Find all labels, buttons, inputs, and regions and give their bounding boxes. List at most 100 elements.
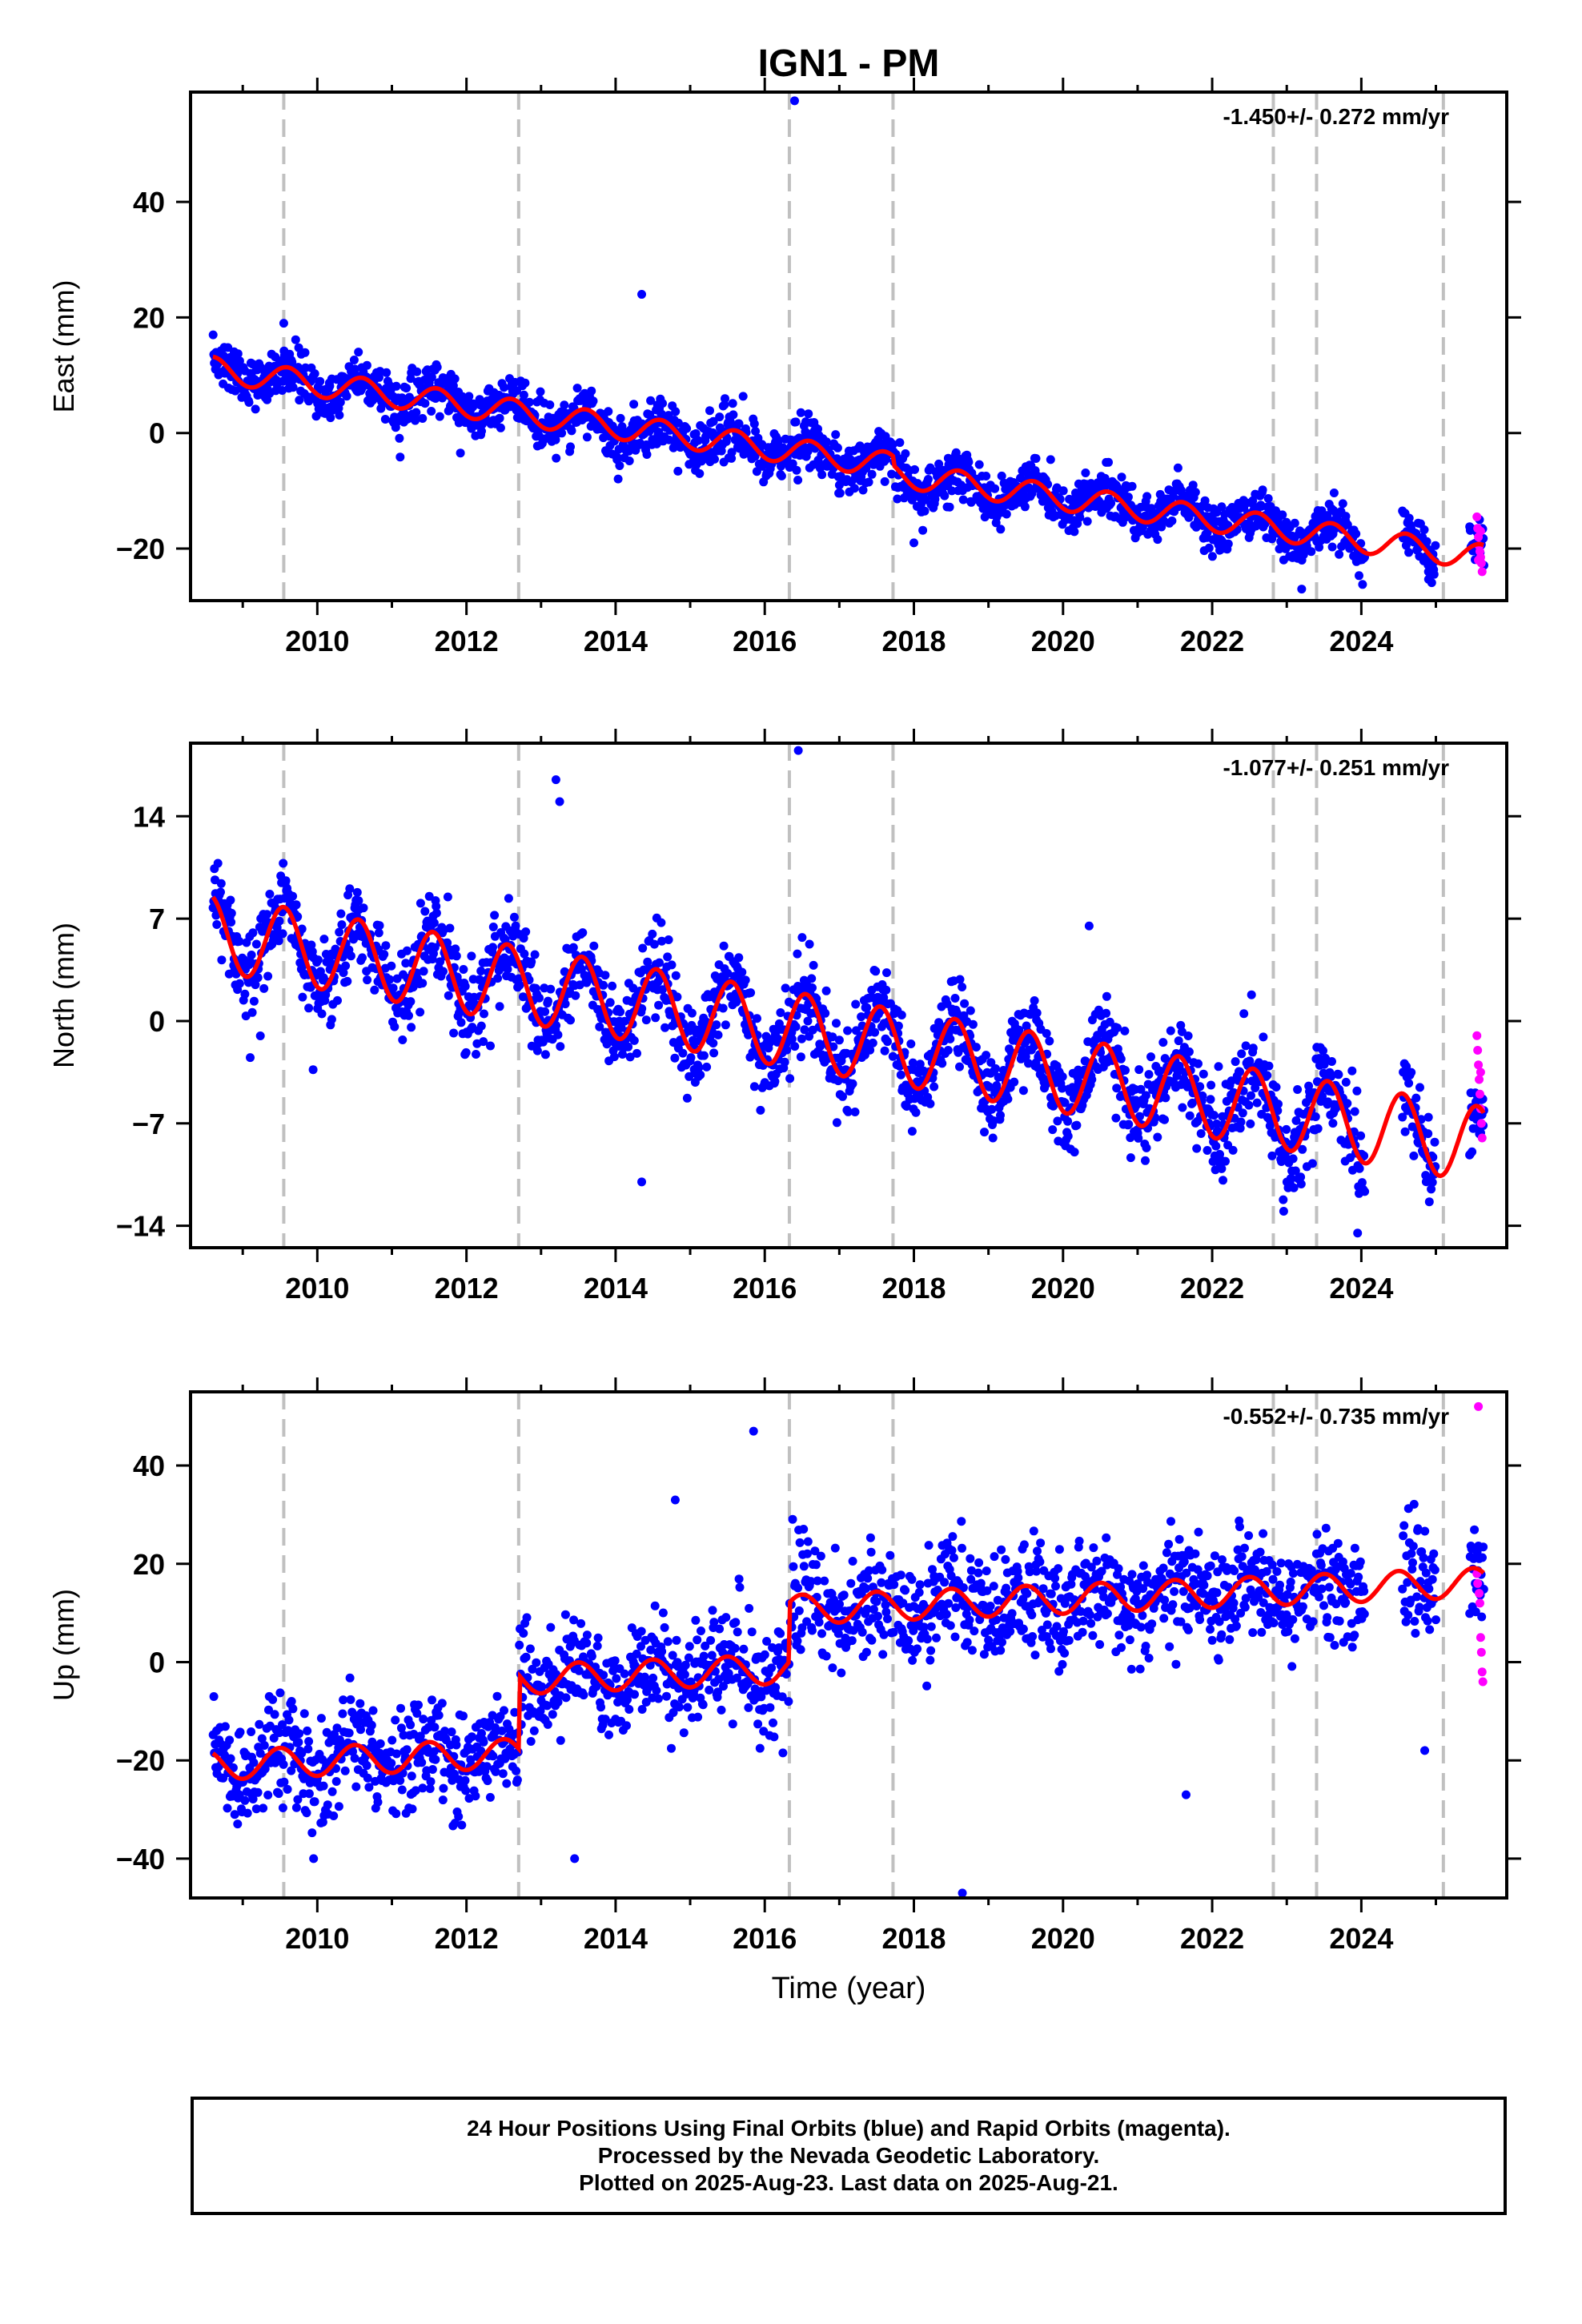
data-point: [249, 1758, 259, 1767]
data-point: [270, 1710, 279, 1719]
timeseries-figure: IGN1 - PM 2010 2012 2014 2016 2018 2020 2022 20…: [47, 42, 1521, 2005]
x-tick-label: 2010: [285, 1272, 349, 1305]
data-point: [746, 988, 756, 998]
data-point: [412, 367, 422, 376]
data-point: [1138, 522, 1147, 532]
data-point: [567, 426, 576, 436]
data-point: [515, 980, 524, 990]
data-point: [1031, 454, 1041, 463]
data-point: [316, 1714, 326, 1723]
data-point: [571, 991, 580, 1000]
data-point: [709, 1618, 719, 1627]
data-point: [404, 1011, 413, 1020]
data-point: [1327, 1057, 1336, 1066]
data-point: [264, 1705, 273, 1715]
data-point: [641, 1698, 651, 1707]
data-point: [488, 923, 498, 931]
data-point: [439, 967, 448, 976]
data-point: [637, 1705, 647, 1714]
outlier-point: [1353, 1228, 1363, 1238]
data-point: [1178, 1103, 1187, 1112]
data-point: [734, 953, 744, 963]
data-point: [756, 1105, 765, 1115]
data-point: [1046, 455, 1055, 464]
data-point: [223, 343, 233, 352]
data-point: [907, 1127, 917, 1136]
data-point: [658, 1608, 668, 1618]
data-point: [1231, 1057, 1240, 1067]
data-point: [396, 1703, 405, 1713]
data-point: [1058, 486, 1068, 496]
data-point: [782, 1045, 792, 1055]
data-point: [667, 960, 677, 970]
outlier-point: [909, 538, 919, 548]
data-point: [364, 1783, 374, 1792]
data-point: [1468, 1147, 1477, 1156]
y-tick-label: −14: [116, 1210, 165, 1243]
data-point: [1312, 1077, 1322, 1087]
data-point: [288, 383, 298, 392]
data-point: [653, 1694, 663, 1703]
data-point: [620, 1016, 629, 1026]
data-point: [1146, 1052, 1155, 1062]
data-point: [335, 397, 345, 407]
data-point: [855, 441, 865, 451]
data-point: [624, 1705, 634, 1714]
data-point: [293, 1795, 303, 1804]
data-point: [625, 1052, 635, 1062]
data-point: [504, 894, 513, 903]
data-point: [693, 1635, 702, 1645]
data-point: [1329, 489, 1339, 497]
data-point: [1132, 1100, 1142, 1110]
data-point: [1419, 525, 1429, 534]
data-point: [1063, 1116, 1073, 1126]
data-point: [749, 419, 759, 428]
data-point: [510, 1707, 520, 1717]
data-point: [476, 1746, 486, 1755]
data-point: [793, 1583, 803, 1593]
data-point: [331, 1777, 341, 1786]
data-point: [560, 400, 569, 410]
data-point: [477, 426, 486, 436]
data-point: [220, 1722, 230, 1731]
data-point: [820, 1576, 829, 1586]
data-point: [419, 967, 428, 976]
data-point: [217, 955, 227, 965]
data-point: [833, 443, 842, 452]
data-point: [613, 453, 622, 462]
data-point: [1279, 1207, 1288, 1216]
data-point: [420, 907, 430, 916]
data-point: [1024, 1059, 1033, 1068]
data-point: [832, 1118, 841, 1128]
data-point: [288, 1704, 298, 1714]
data-point: [490, 911, 500, 920]
data-point: [1098, 1028, 1107, 1038]
data-point: [1219, 1176, 1227, 1185]
data-point: [511, 921, 520, 931]
data-point: [793, 949, 802, 959]
data-point: [730, 1643, 740, 1653]
data-point: [430, 943, 440, 952]
data-point: [796, 408, 805, 417]
data-point: [737, 967, 747, 977]
data-point: [620, 1669, 629, 1679]
data-point: [530, 950, 540, 959]
data-point: [958, 983, 967, 991]
data-point: [1239, 1009, 1249, 1019]
data-point: [281, 876, 291, 886]
data-point: [1018, 1086, 1028, 1096]
data-point: [797, 933, 807, 943]
data-point: [363, 975, 372, 985]
data-point: [500, 383, 508, 392]
data-point: [629, 1035, 639, 1045]
data-point: [1102, 1008, 1111, 1018]
data-point: [678, 1048, 688, 1058]
data-point: [248, 928, 258, 938]
data-point: [799, 1562, 809, 1571]
data-point: [339, 1695, 348, 1705]
data-point: [294, 1738, 303, 1747]
data-point: [259, 1803, 268, 1813]
model-fit-line: [212, 354, 1484, 567]
data-point: [582, 1638, 592, 1648]
data-point: [696, 1070, 705, 1080]
